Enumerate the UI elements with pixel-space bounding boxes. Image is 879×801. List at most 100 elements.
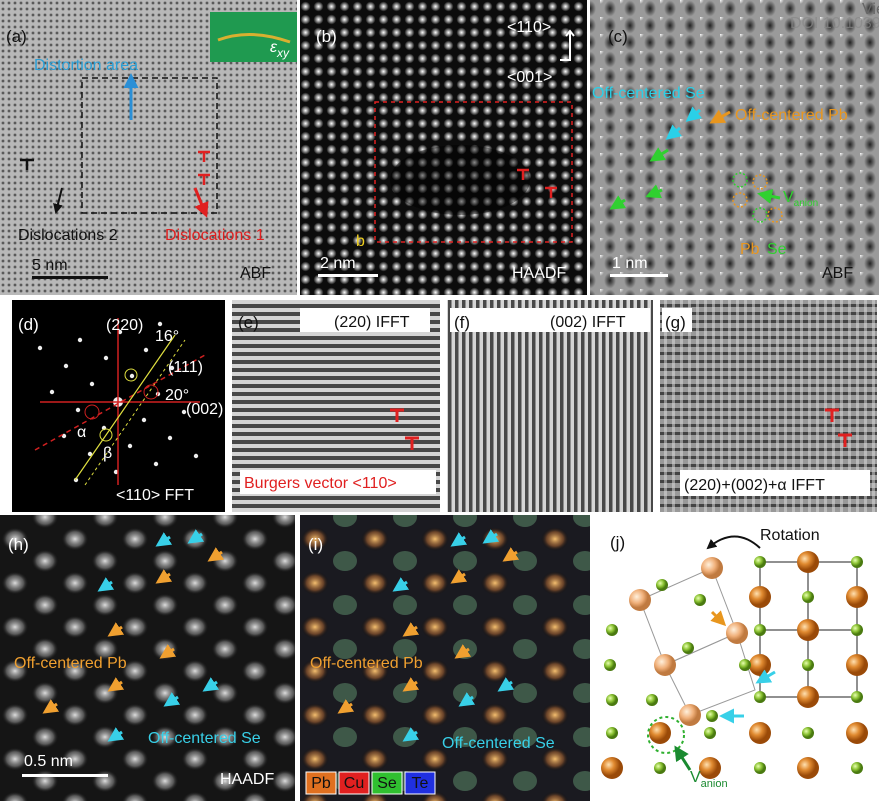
pb-atom [601,757,623,779]
vacancy-subscript: anion [794,198,818,209]
panel-label: (a) [6,27,27,46]
fft-spot [117,329,123,335]
label-box [662,308,692,332]
spot-label: α [77,424,86,441]
panel-i-image [300,515,590,801]
fft-spot [75,407,81,413]
site-circles [732,172,783,223]
caption: (220) IFFT [334,314,410,331]
fft-spot [157,321,163,327]
pb-atom [846,586,868,608]
arrow [502,547,520,562]
panel-label: (h) [8,535,29,554]
legend-swatch [404,771,436,795]
mode-label: HAADF [512,265,566,282]
pb-atom [846,654,868,676]
rotation-arrow [706,535,761,550]
se-atom-rotated [604,659,616,671]
fft-spot [181,409,187,415]
annotation: Off-centered Pb [310,655,423,672]
strain-symbol: ε [270,39,278,56]
se-atom-rotated [606,624,618,636]
pb-atom [797,551,819,573]
label-box [680,470,870,496]
axis-line [74,334,176,481]
arrow [458,692,476,707]
panel-f-image [447,300,653,512]
caption: <110> FFT [116,487,194,504]
se-atom [704,727,716,739]
legend-swatch [338,771,370,795]
fft-spot [77,337,83,343]
arrow [107,727,125,742]
panel-label: (g) [665,313,686,332]
mode-label: ABF [822,265,853,282]
legend-label: Cu [344,775,364,792]
pb-atom [749,586,771,608]
panel-label: (c) [608,27,628,46]
panel-label: (e) [238,313,259,332]
fft-spot [127,443,133,449]
site-label: Pb [740,241,760,258]
dislocation-symbol [517,168,557,198]
panel-label: (f) [454,313,470,332]
dislocation-symbol [825,408,852,447]
arrow [674,745,692,771]
pb-atom-rotated [726,622,748,644]
arrow [450,569,468,584]
se-atom [851,556,863,568]
se-atom-rotated [656,579,668,591]
legend-swatch [305,771,337,795]
arrows [609,106,781,210]
se-atom-rotated [606,694,618,706]
arrow [402,727,420,742]
pb-atom-rotated [629,589,651,611]
label-box [300,308,430,332]
se-atom [802,591,814,603]
se-atom [754,762,766,774]
arrows [337,529,520,742]
pb-atom [749,654,771,676]
legend-label: Se [377,775,397,792]
vacancy-label: Vanion [783,189,818,209]
arrow [402,622,420,637]
annotation: Off-centered Se [442,735,555,752]
annotation: Off-centered Se [592,85,705,102]
label-box [240,470,436,494]
scale-label: 0.5 nm [24,753,73,770]
spot-circles [84,384,159,420]
pb-atom [797,619,819,641]
vacancy-subscript: anion [701,778,728,790]
vacancy-symbol: V [690,769,701,786]
direction-label: <001> [507,69,552,86]
caption: (002) IFFT [550,314,626,331]
fft-spot [141,417,147,423]
se-atom-rotated [682,642,694,654]
arrow [155,569,173,584]
arrow [163,692,181,707]
fft-spot [113,469,119,475]
spot-label: (220) [106,317,143,334]
arrow [159,644,177,659]
arrow [97,577,115,592]
arrow [53,187,63,214]
burgers-label: b [356,233,365,250]
scale-bar [318,274,378,277]
se-atom-rotated [646,694,658,706]
arrow [454,644,472,659]
spot-circles [99,368,138,442]
distortion-box [81,77,218,214]
caption: (220)+(002)+α IFFT [684,477,825,494]
se-atom-rotated [739,659,751,671]
se-atom [606,727,618,739]
fft-spot [169,365,175,371]
dark-region [390,145,530,215]
arrow [202,677,220,692]
arrow [207,547,225,562]
arrow [402,677,420,692]
spot-label: (002) [186,401,223,418]
fft-spot [167,435,173,441]
strain-subscript: xy [276,46,290,60]
pb-atom [797,757,819,779]
pb-atom [797,686,819,708]
